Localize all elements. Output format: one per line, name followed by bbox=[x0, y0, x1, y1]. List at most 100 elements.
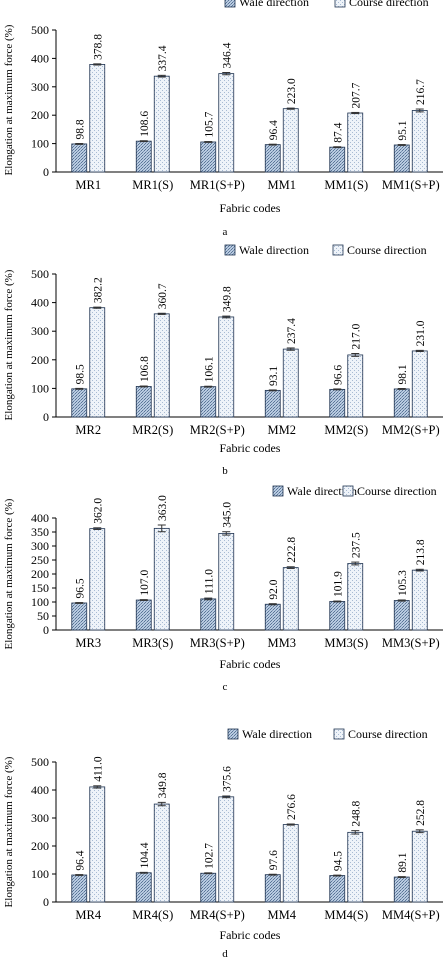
x-axis-title: Fabric codes bbox=[220, 441, 281, 455]
data-label: 252.8 bbox=[415, 800, 427, 826]
x-tick-label: MM4 bbox=[268, 908, 297, 922]
y-tick-label: 400 bbox=[31, 51, 49, 65]
wale-bar bbox=[200, 872, 217, 903]
legend: Wale direction Course direction bbox=[272, 484, 437, 498]
data-label: 98.1 bbox=[397, 364, 409, 384]
y-tick-label: 0 bbox=[43, 623, 49, 637]
x-tick-label: MR2(S) bbox=[132, 423, 173, 437]
data-label: 345.0 bbox=[221, 502, 233, 528]
wale-bar bbox=[264, 874, 281, 903]
wale-bar bbox=[329, 601, 346, 631]
course-bar bbox=[411, 830, 428, 903]
data-label: 363.0 bbox=[157, 495, 169, 521]
data-label: 96.4 bbox=[74, 850, 86, 870]
y-tick-label: 300 bbox=[31, 811, 49, 825]
course-bar bbox=[347, 831, 364, 903]
data-label: 96.5 bbox=[74, 578, 86, 598]
panel-label: a bbox=[223, 226, 228, 238]
data-label: 349.8 bbox=[221, 286, 233, 312]
data-label: 98.5 bbox=[74, 364, 86, 384]
legend-label-course: Course direction bbox=[348, 727, 428, 741]
wale-bar bbox=[200, 141, 217, 173]
course-bar bbox=[282, 348, 299, 418]
data-label: 108.6 bbox=[139, 111, 151, 137]
y-tick-label: 350 bbox=[31, 525, 49, 539]
data-label: 231.0 bbox=[415, 320, 427, 346]
x-tick-label: MM4(S) bbox=[324, 908, 368, 922]
data-label: 216.7 bbox=[415, 79, 427, 105]
y-axis-title: Elongation at maximum force (%) bbox=[3, 498, 15, 649]
x-tick-label: MR3 bbox=[75, 636, 101, 650]
x-tick-label: MM1 bbox=[268, 178, 296, 192]
data-label: 382.2 bbox=[92, 277, 104, 303]
x-tick-label: MR1(S) bbox=[132, 178, 173, 192]
course-bar bbox=[218, 73, 235, 173]
x-tick-label: MM3(S) bbox=[324, 636, 368, 650]
wale-bar bbox=[264, 603, 281, 631]
data-label: 378.8 bbox=[92, 34, 104, 60]
data-label: 360.7 bbox=[157, 283, 169, 309]
y-tick-label: 0 bbox=[43, 410, 49, 424]
y-tick-label: 400 bbox=[31, 783, 49, 797]
x-tick-label: MR4(S+P) bbox=[190, 908, 245, 922]
data-label: 411.0 bbox=[92, 756, 104, 782]
y-tick-label: 300 bbox=[31, 324, 49, 338]
data-label: 98.8 bbox=[74, 119, 86, 139]
legend-swatch-course bbox=[334, 0, 346, 8]
y-axis-title: Elongation at maximum force (%) bbox=[3, 756, 15, 907]
y-axis-title: Elongation at maximum force (%) bbox=[3, 24, 15, 175]
legend-label-wale: Wale direction bbox=[287, 484, 357, 498]
legend-swatch-course bbox=[342, 485, 354, 497]
wale-bar bbox=[135, 872, 152, 903]
y-tick-label: 100 bbox=[31, 381, 49, 395]
data-label: 93.1 bbox=[268, 366, 280, 386]
data-label: 101.9 bbox=[332, 571, 344, 597]
data-label: 346.4 bbox=[221, 42, 233, 68]
x-tick-label: MR4 bbox=[75, 908, 101, 922]
y-tick-label: 0 bbox=[43, 895, 49, 909]
wale-bar bbox=[71, 388, 88, 418]
data-label: 106.1 bbox=[203, 356, 215, 382]
course-bar bbox=[282, 108, 299, 173]
course-bar bbox=[411, 350, 428, 418]
course-bar bbox=[89, 64, 106, 173]
data-label: 89.1 bbox=[397, 852, 409, 872]
course-bar bbox=[153, 75, 170, 173]
legend-label-course: Course direction bbox=[349, 0, 429, 9]
x-tick-label: MM2(S+P) bbox=[382, 423, 440, 437]
y-tick-label: 0 bbox=[43, 165, 49, 179]
y-tick-label: 150 bbox=[31, 581, 49, 595]
data-label: 111.0 bbox=[203, 569, 215, 594]
x-axis-title: Fabric codes bbox=[220, 201, 281, 215]
data-label: 104.4 bbox=[139, 842, 151, 868]
course-bar bbox=[411, 110, 428, 173]
legend-label-wale: Wale direction bbox=[239, 243, 309, 257]
x-axis-title: Fabric codes bbox=[220, 657, 281, 671]
y-tick-label: 500 bbox=[31, 755, 49, 769]
data-label: 375.6 bbox=[221, 766, 233, 792]
data-label: 248.8 bbox=[350, 801, 362, 827]
x-tick-label: MM3(S+P) bbox=[382, 636, 440, 650]
wale-bar bbox=[393, 388, 410, 418]
course-bar bbox=[282, 824, 299, 903]
course-bar bbox=[153, 313, 170, 418]
data-label: 276.6 bbox=[286, 794, 298, 820]
course-bar bbox=[218, 796, 235, 903]
data-label: 237.5 bbox=[350, 532, 362, 558]
legend-label-course: Course direction bbox=[347, 243, 427, 257]
wale-bar bbox=[135, 140, 152, 173]
panel-label: d bbox=[222, 948, 228, 960]
data-label: 237.4 bbox=[286, 318, 298, 344]
panel-label: c bbox=[223, 681, 228, 693]
course-bar bbox=[153, 527, 170, 631]
legend-swatch-wale bbox=[272, 485, 284, 497]
wale-bar bbox=[393, 876, 410, 903]
data-label: 102.7 bbox=[203, 843, 215, 869]
data-label: 362.0 bbox=[92, 498, 104, 524]
y-tick-label: 100 bbox=[31, 137, 49, 151]
x-tick-label: MR1 bbox=[75, 178, 101, 192]
y-tick-label: 300 bbox=[31, 80, 49, 94]
legend: Wale direction Course direction bbox=[224, 0, 429, 9]
wale-bar bbox=[200, 386, 217, 418]
